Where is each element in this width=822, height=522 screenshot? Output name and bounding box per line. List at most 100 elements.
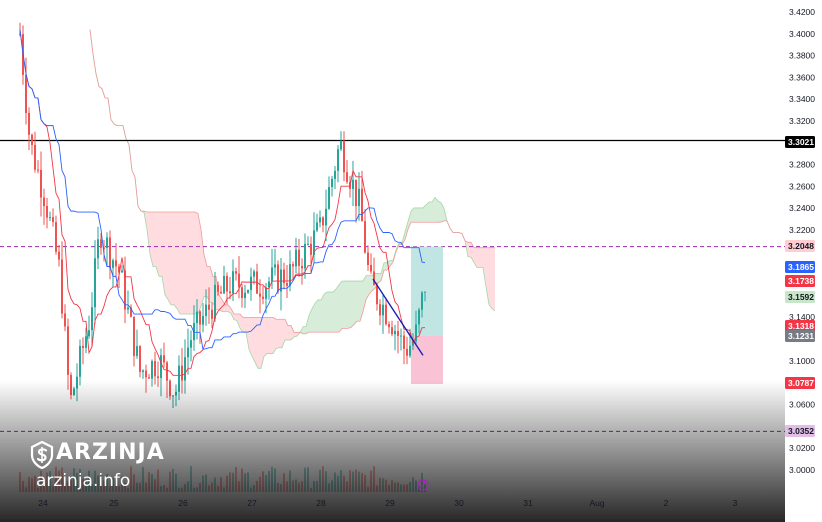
price-tag[interactable]: 3.1318 <box>785 320 815 332</box>
candle[interactable] <box>367 245 369 271</box>
candle[interactable] <box>142 369 144 379</box>
candle[interactable] <box>262 286 264 305</box>
candle[interactable] <box>247 289 249 294</box>
candle[interactable] <box>49 211 51 221</box>
candle[interactable] <box>319 210 321 228</box>
candle[interactable] <box>40 151 42 217</box>
candle[interactable] <box>322 216 324 233</box>
candle[interactable] <box>187 328 189 375</box>
candle[interactable] <box>340 131 342 152</box>
candle[interactable] <box>88 315 90 339</box>
candle[interactable] <box>208 287 210 324</box>
candle[interactable] <box>52 208 54 227</box>
candle[interactable] <box>388 321 390 334</box>
price-tag[interactable]: 3.1738 <box>785 275 815 287</box>
candle[interactable] <box>286 265 288 298</box>
replay-icon[interactable] <box>417 479 429 491</box>
candle[interactable] <box>214 271 216 322</box>
candle[interactable] <box>124 256 126 324</box>
candle[interactable] <box>334 166 336 190</box>
price-tag[interactable]: 3.1865 <box>785 261 815 273</box>
candle[interactable] <box>205 289 207 326</box>
candle[interactable] <box>397 320 399 354</box>
candle[interactable] <box>283 262 285 290</box>
candle[interactable] <box>391 320 393 337</box>
candle[interactable] <box>148 374 150 379</box>
candle[interactable] <box>190 330 192 362</box>
candle[interactable] <box>46 197 48 229</box>
candle[interactable] <box>211 302 213 328</box>
candle[interactable] <box>331 175 333 197</box>
candle[interactable] <box>421 291 423 318</box>
candle[interactable] <box>133 316 135 367</box>
candle[interactable] <box>34 131 36 173</box>
candle[interactable] <box>409 328 411 358</box>
candle[interactable] <box>355 179 357 223</box>
candle[interactable] <box>280 258 282 311</box>
candle[interactable] <box>298 238 300 278</box>
candle[interactable] <box>82 337 84 365</box>
candle[interactable] <box>406 336 408 365</box>
candle[interactable] <box>385 297 387 326</box>
candle[interactable] <box>223 265 225 295</box>
candle[interactable] <box>415 310 417 346</box>
candle[interactable] <box>94 240 96 325</box>
candle[interactable] <box>199 310 201 344</box>
candle[interactable] <box>91 292 93 348</box>
candle[interactable] <box>244 284 246 309</box>
candle[interactable] <box>292 261 294 281</box>
candle[interactable] <box>250 267 252 301</box>
candle[interactable] <box>28 107 30 151</box>
candle[interactable] <box>316 213 318 233</box>
candle[interactable] <box>202 303 204 333</box>
candle[interactable] <box>139 345 141 378</box>
price-tag[interactable]: 3.2048 <box>785 240 815 252</box>
candle[interactable] <box>358 172 360 221</box>
candle[interactable] <box>235 267 237 281</box>
candle[interactable] <box>382 294 384 334</box>
candle[interactable] <box>337 145 339 183</box>
candle[interactable] <box>238 256 240 299</box>
candle[interactable] <box>310 236 312 273</box>
candle[interactable] <box>55 215 57 255</box>
candle[interactable] <box>370 253 372 275</box>
price-tag[interactable]: 3.1231 <box>785 330 815 342</box>
candle[interactable] <box>361 170 363 222</box>
candle[interactable] <box>277 260 279 295</box>
candle[interactable] <box>64 304 66 332</box>
candle[interactable] <box>313 212 315 264</box>
candle[interactable] <box>229 276 231 300</box>
candle[interactable] <box>109 230 111 280</box>
candle[interactable] <box>376 282 378 311</box>
candle[interactable] <box>79 339 81 386</box>
candle[interactable] <box>121 265 123 273</box>
candle[interactable] <box>346 160 348 184</box>
candle[interactable] <box>403 330 405 365</box>
candle[interactable] <box>424 291 426 302</box>
candle[interactable] <box>43 188 45 225</box>
candle[interactable] <box>100 233 102 255</box>
candle[interactable] <box>400 328 402 351</box>
drawn-trendline[interactable] <box>372 278 424 356</box>
candle[interactable] <box>295 237 297 273</box>
price-tag[interactable]: 3.3021 <box>785 136 815 148</box>
candle[interactable] <box>307 236 309 246</box>
candle[interactable] <box>418 307 420 334</box>
candle[interactable] <box>127 290 129 314</box>
candle[interactable] <box>61 241 63 319</box>
candle[interactable] <box>394 324 396 351</box>
candle[interactable] <box>325 189 327 242</box>
price-tag[interactable]: 3.1592 <box>785 291 815 303</box>
candle[interactable] <box>130 304 132 318</box>
candle[interactable] <box>352 160 354 207</box>
candle[interactable] <box>217 281 219 296</box>
candle[interactable] <box>379 299 381 326</box>
candle[interactable] <box>31 133 33 155</box>
candle[interactable] <box>58 244 60 267</box>
candle[interactable] <box>301 258 303 285</box>
candle[interactable] <box>289 250 291 292</box>
candle[interactable] <box>67 318 69 390</box>
candle[interactable] <box>106 232 108 267</box>
candle[interactable] <box>274 248 276 276</box>
